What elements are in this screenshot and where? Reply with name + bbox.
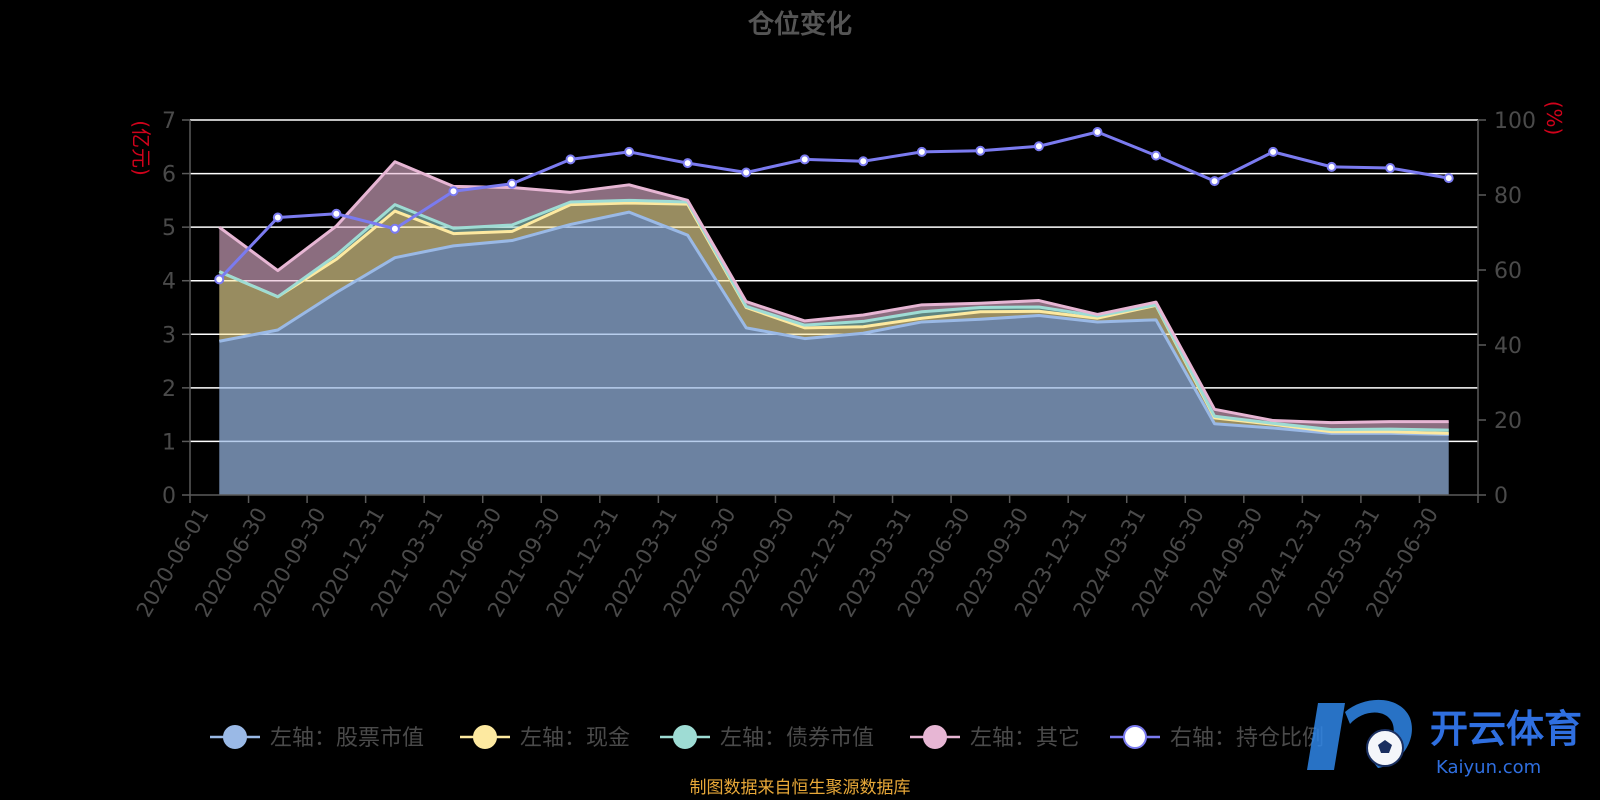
legend: 左轴：股票市值 左轴：现金 左轴：债券市值 左轴：其它 右轴：持仓比例 <box>210 725 1324 751</box>
area-fill-0 <box>219 212 1449 495</box>
ratio-point <box>1151 150 1161 161</box>
ratio-line <box>218 130 1449 281</box>
legend-item[interactable]: 左轴：债券市值 <box>660 725 874 751</box>
ratio-point <box>1385 163 1396 173</box>
left-tick-label: 6 <box>162 163 176 188</box>
ratio-point <box>1443 173 1454 184</box>
ratio-point <box>975 145 986 156</box>
legend-label: 右轴：持仓比例 <box>1170 726 1324 751</box>
legend-marker-icon <box>1123 725 1147 749</box>
right-tick-label: 40 <box>1494 334 1522 359</box>
right-tick-label: 80 <box>1494 184 1522 209</box>
ratio-point <box>448 186 459 197</box>
right-tick-label: 20 <box>1494 409 1522 434</box>
legend-label: 左轴：其它 <box>970 726 1080 751</box>
stacked-areas <box>218 160 1449 495</box>
legend-marker-icon <box>673 725 697 749</box>
ratio-point <box>565 154 576 165</box>
legend-item[interactable]: 右轴：持仓比例 <box>1110 725 1324 751</box>
right-tick-label: 60 <box>1494 259 1522 284</box>
watermark-logo-icon <box>1307 699 1412 770</box>
left-tick-label: 2 <box>162 377 176 402</box>
area-edge-2 <box>218 198 1449 432</box>
ratio-point <box>272 212 283 223</box>
watermark-domain: Kaiyun.com <box>1436 757 1541 778</box>
legend-item[interactable]: 左轴：股票市值 <box>210 725 424 751</box>
ratio-point <box>331 208 342 219</box>
left-tick-label: 1 <box>162 430 176 455</box>
left-tick-label: 4 <box>162 270 176 295</box>
ratio-point <box>741 167 752 178</box>
right-tick-label: 100 <box>1494 109 1536 134</box>
legend-label: 左轴：现金 <box>520 726 630 751</box>
ratio-point <box>389 223 400 234</box>
ratio-point <box>214 274 225 285</box>
ratio-point <box>916 146 927 157</box>
source-note: 制图数据来自恒生聚源数据库 <box>690 778 911 798</box>
watermark: 开云体育 Kaiyun.com <box>1307 699 1582 778</box>
legend-label: 左轴：股票市值 <box>270 726 424 751</box>
ratio-point <box>624 146 635 157</box>
legend-item[interactable]: 左轴：现金 <box>460 725 630 751</box>
ratio-point <box>682 158 693 169</box>
ratio-point <box>1033 141 1044 152</box>
right-tick-label: 0 <box>1494 484 1508 509</box>
chart-title: 仓位变化 <box>747 9 852 40</box>
ratio-point <box>1326 161 1337 172</box>
left-tick-label: 3 <box>162 323 176 348</box>
legend-item[interactable]: 左轴：其它 <box>910 725 1080 751</box>
left-tick-label: 7 <box>162 109 176 134</box>
legend-marker-icon <box>923 725 947 749</box>
ratio-line-series <box>214 127 1454 285</box>
left-tick-label: 0 <box>162 484 176 509</box>
area-edge-0 <box>218 210 1449 436</box>
ratio-point <box>507 178 517 189</box>
area-edge-3 <box>218 160 1449 425</box>
right-axis-unit: (%) <box>1542 101 1566 136</box>
left-axis-unit: (亿元) <box>129 120 153 176</box>
ratio-point <box>1209 176 1220 187</box>
legend-label: 左轴：债券市值 <box>720 726 874 751</box>
ratio-point <box>858 156 869 167</box>
legend-marker-icon <box>223 725 247 749</box>
ratio-point <box>799 154 810 165</box>
ratio-point <box>1268 146 1279 157</box>
left-tick-label: 5 <box>162 216 176 241</box>
legend-marker-icon <box>473 725 497 749</box>
watermark-brand: 开云体育 <box>1430 707 1582 751</box>
ratio-point <box>1092 127 1103 137</box>
